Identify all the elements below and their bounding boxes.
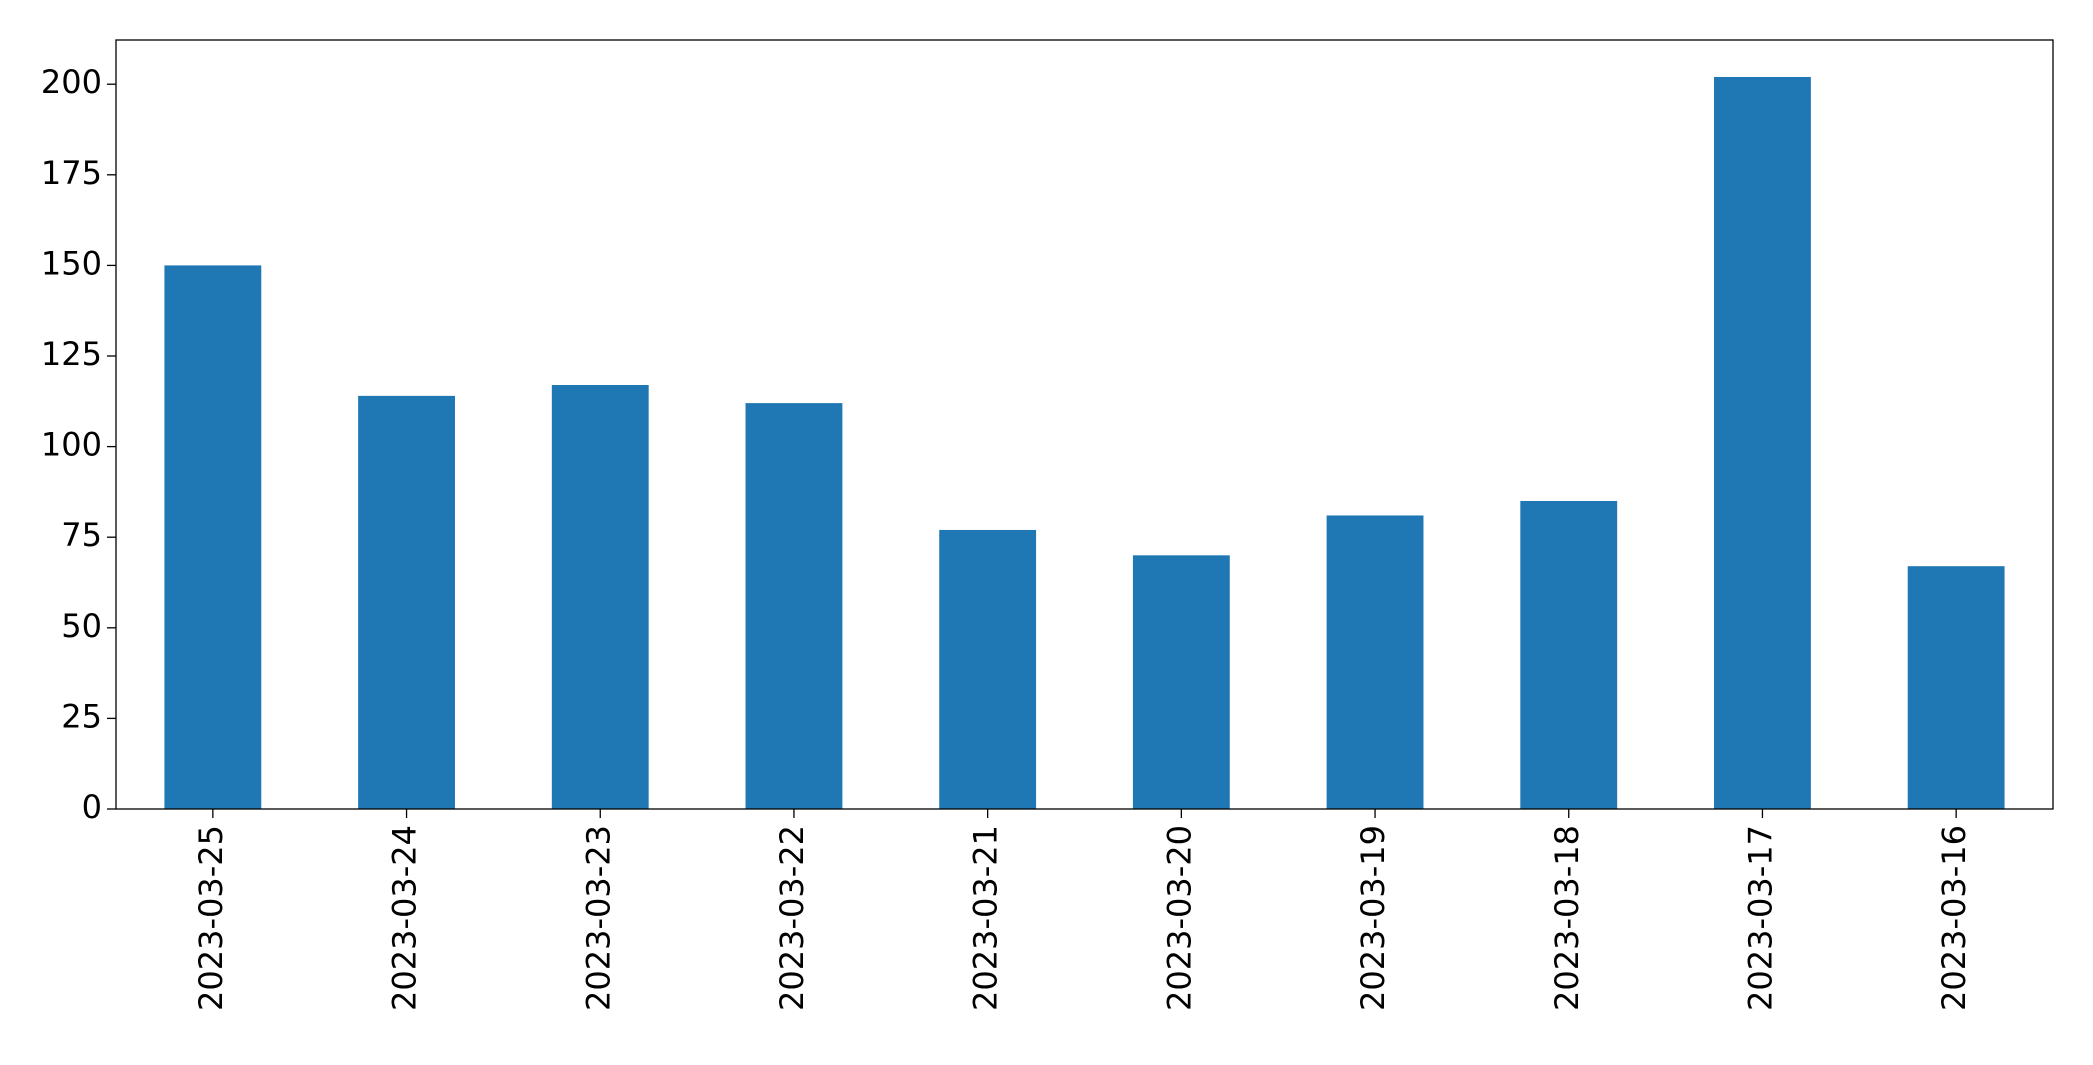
plot-frame xyxy=(115,39,2054,810)
y-tick-label: 25 xyxy=(61,697,102,735)
x-tick-label: 2023-03-23 xyxy=(579,825,617,1011)
x-tick-label: 2023-03-19 xyxy=(1354,825,1392,1011)
y-tick-label: 125 xyxy=(41,335,102,373)
y-tick-label: 50 xyxy=(61,607,102,645)
y-tick-label: 75 xyxy=(61,516,102,554)
x-tick-label: 2023-03-18 xyxy=(1548,825,1586,1011)
x-tick-label: 2023-03-25 xyxy=(192,825,230,1011)
bar xyxy=(358,395,455,809)
x-tick-label: 2023-03-21 xyxy=(967,825,1005,1011)
y-tick-label: 175 xyxy=(41,154,102,192)
y-tick-label: 100 xyxy=(41,426,102,464)
bar xyxy=(1520,500,1618,809)
x-tick-label: 2023-03-24 xyxy=(386,825,424,1011)
y-tick-label: 0 xyxy=(82,788,102,826)
bar xyxy=(745,403,843,809)
x-tick-label: 2023-03-17 xyxy=(1741,825,1779,1011)
x-tick-label: 2023-03-20 xyxy=(1160,825,1198,1011)
bar xyxy=(1326,515,1424,809)
y-tick-label: 200 xyxy=(41,63,102,101)
bar xyxy=(939,529,1037,809)
y-tick-label: 150 xyxy=(41,244,102,282)
bar xyxy=(1132,555,1230,809)
x-tick-label: 2023-03-22 xyxy=(773,825,811,1011)
bar xyxy=(1714,76,1811,810)
bar xyxy=(551,384,649,809)
bar xyxy=(164,265,262,809)
bar xyxy=(1907,566,2005,809)
x-tick-label: 2023-03-16 xyxy=(1935,825,1973,1011)
